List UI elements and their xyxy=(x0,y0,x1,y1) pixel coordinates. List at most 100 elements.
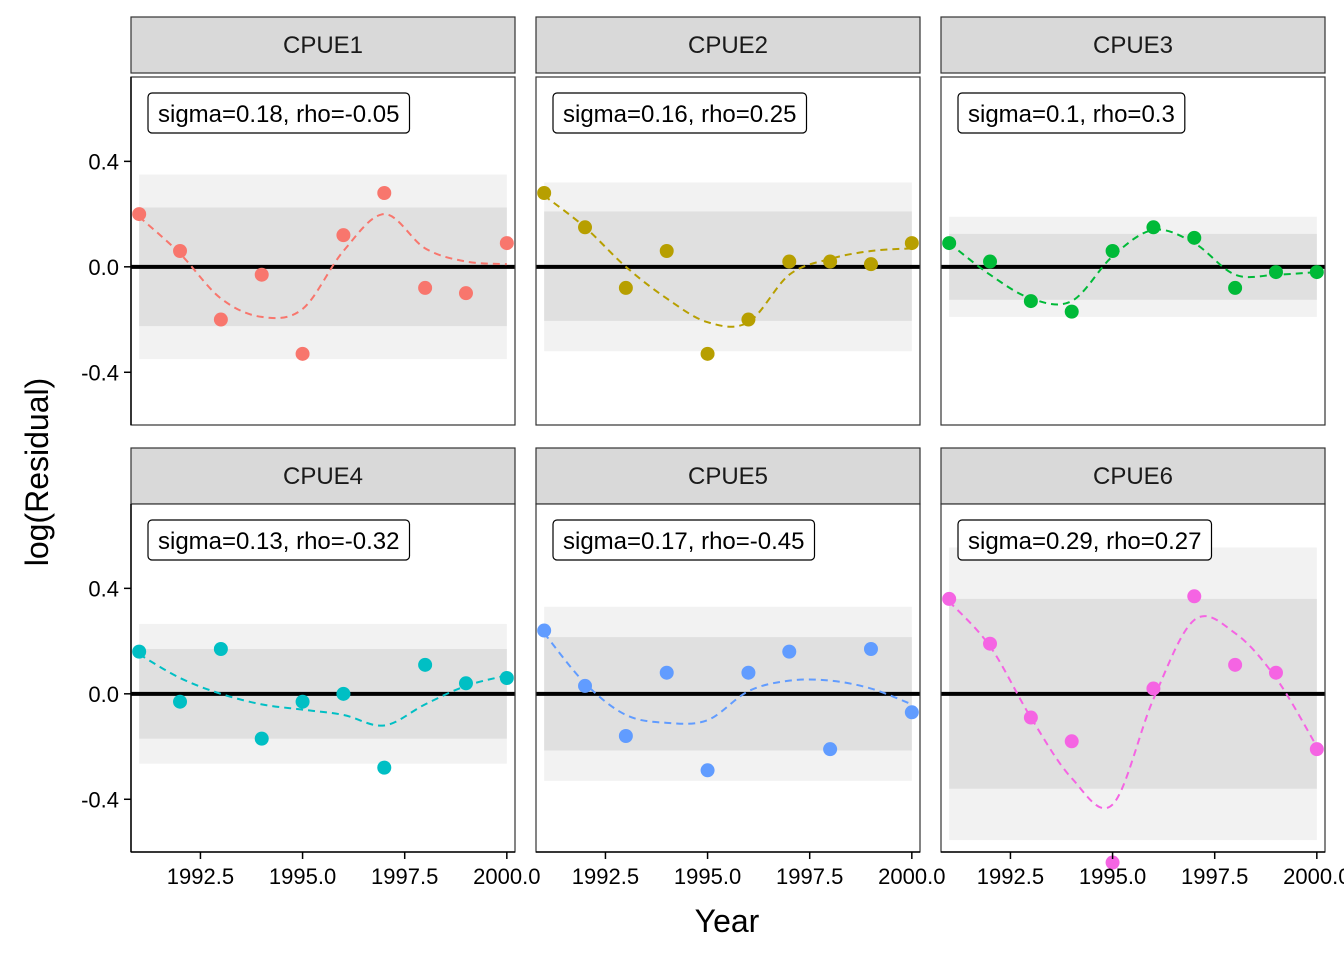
facet-strip xyxy=(130,447,516,505)
y-tick-label: 0.0 xyxy=(88,682,119,707)
data-point xyxy=(863,642,878,656)
data-point xyxy=(782,254,797,269)
data-point xyxy=(1268,665,1283,680)
data-point xyxy=(1105,855,1120,870)
smooth-line xyxy=(138,213,507,320)
smooth-line xyxy=(543,632,913,725)
x-tick-label: 1995.0 xyxy=(269,864,336,889)
data-point xyxy=(537,623,552,638)
data-point xyxy=(659,244,674,258)
facet-strip xyxy=(940,447,1326,505)
data-point xyxy=(336,228,351,243)
data-point xyxy=(700,763,715,778)
data-point xyxy=(458,286,473,301)
annotation-label: sigma=0.16, rho=0.25 xyxy=(563,101,797,128)
data-point xyxy=(618,280,633,295)
y-tick-label: 0.4 xyxy=(88,576,119,601)
data-point xyxy=(1187,230,1202,245)
x-tick-label: 1992.5 xyxy=(167,864,234,889)
data-point xyxy=(132,207,147,222)
data-point xyxy=(1023,710,1038,725)
data-point xyxy=(254,267,269,282)
data-point xyxy=(132,644,147,659)
annotation-label: sigma=0.29, rho=0.27 xyxy=(968,528,1202,555)
facet-cpue3: CPUE3 sigma=0.1, rho=0.3 xyxy=(940,16,1326,426)
facet-cpue6: CPUE6 sigma=0.29, rho=0.27 xyxy=(940,447,1326,870)
annotation-label: sigma=0.17, rho=-0.45 xyxy=(563,528,805,555)
data-point xyxy=(1309,265,1324,280)
y-tick-label: 0.4 xyxy=(88,149,119,174)
data-point xyxy=(173,694,188,709)
x-tick-label: 1997.5 xyxy=(371,864,438,889)
facet-strip-label: CPUE6 xyxy=(1093,463,1173,490)
data-point xyxy=(1023,294,1038,309)
facet-strip-label: CPUE5 xyxy=(688,463,768,490)
y-axis-title: log(Residual) xyxy=(19,378,55,567)
x-tick-label: 1997.5 xyxy=(776,864,843,889)
data-point xyxy=(377,186,392,200)
annotation-label: sigma=0.18, rho=-0.05 xyxy=(158,101,400,128)
y-tick-label: -0.4 xyxy=(81,787,119,812)
data-point xyxy=(458,676,473,691)
data-point xyxy=(537,186,552,200)
data-point xyxy=(578,220,593,235)
data-point xyxy=(1105,244,1120,258)
facet-cpue2: CPUE2 sigma=0.16, rho=0.25 xyxy=(535,16,921,426)
facet-strip-label: CPUE1 xyxy=(283,32,363,59)
annotation-label: sigma=0.1, rho=0.3 xyxy=(968,101,1175,128)
facet-strip xyxy=(535,447,921,505)
data-point xyxy=(741,312,756,327)
data-point xyxy=(1268,265,1283,280)
data-point xyxy=(618,729,633,743)
x-tick-label: 1992.5 xyxy=(572,864,639,889)
facet-strip xyxy=(535,16,921,74)
smooth-line xyxy=(948,228,1317,306)
data-point xyxy=(983,636,998,651)
data-point xyxy=(418,657,433,672)
data-point xyxy=(823,742,838,757)
x-tick-label: 1992.5 xyxy=(977,864,1044,889)
facet-strip-label: CPUE4 xyxy=(283,463,363,490)
data-point xyxy=(499,671,514,685)
x-tick-label: 2000.0 xyxy=(878,864,945,889)
annotation-label: sigma=0.13, rho=-0.32 xyxy=(158,528,400,555)
facet-cpue1: CPUE1 sigma=0.18, rho=-0.05 xyxy=(130,16,516,426)
y-tick-label: 0.0 xyxy=(88,255,119,280)
data-point xyxy=(295,694,310,709)
data-point xyxy=(578,678,593,693)
data-point xyxy=(904,236,919,251)
data-point xyxy=(904,705,919,720)
data-point xyxy=(1187,589,1202,604)
data-point xyxy=(983,254,998,269)
data-point xyxy=(213,642,228,656)
x-tick-label: 1997.5 xyxy=(1181,864,1248,889)
annotation-box xyxy=(147,92,411,134)
panel-border xyxy=(535,76,921,426)
data-point xyxy=(213,312,228,327)
data-point xyxy=(499,236,514,251)
facet-strip xyxy=(130,16,516,74)
facet-strip-label: CPUE2 xyxy=(688,32,768,59)
data-point xyxy=(173,244,188,258)
smooth-line xyxy=(948,600,1318,810)
x-axis-title: Year xyxy=(695,903,760,939)
panels-layer: CPUE1 sigma=0.18, rho=-0.05 CPUE2 sigma=0.1… xyxy=(130,16,1326,870)
data-point xyxy=(377,760,392,775)
data-point xyxy=(1064,734,1079,749)
annotation-box xyxy=(552,92,808,134)
data-point xyxy=(741,665,756,680)
x-tick-label: 1995.0 xyxy=(1079,864,1146,889)
facet-cpue5: CPUE5 sigma=0.17, rho=-0.45 xyxy=(535,447,921,853)
smooth-line xyxy=(543,194,912,328)
facet-strip-label: CPUE3 xyxy=(1093,32,1173,59)
panel-border xyxy=(940,76,1326,426)
axes-layer: 0.4 0.0 -0.4 0.4 0.0 -0.4 1992.5 1995.0 1997.5 20… xyxy=(81,77,1344,889)
data-point xyxy=(1228,280,1243,295)
x-tick-label: 2000.0 xyxy=(1283,864,1344,889)
facet-cpue4: CPUE4 sigma=0.13, rho=-0.32 xyxy=(130,447,516,853)
data-point xyxy=(1146,220,1161,235)
annotation-box xyxy=(957,519,1213,561)
y-tick-label: -0.4 xyxy=(81,360,119,385)
smooth-line xyxy=(138,653,508,727)
